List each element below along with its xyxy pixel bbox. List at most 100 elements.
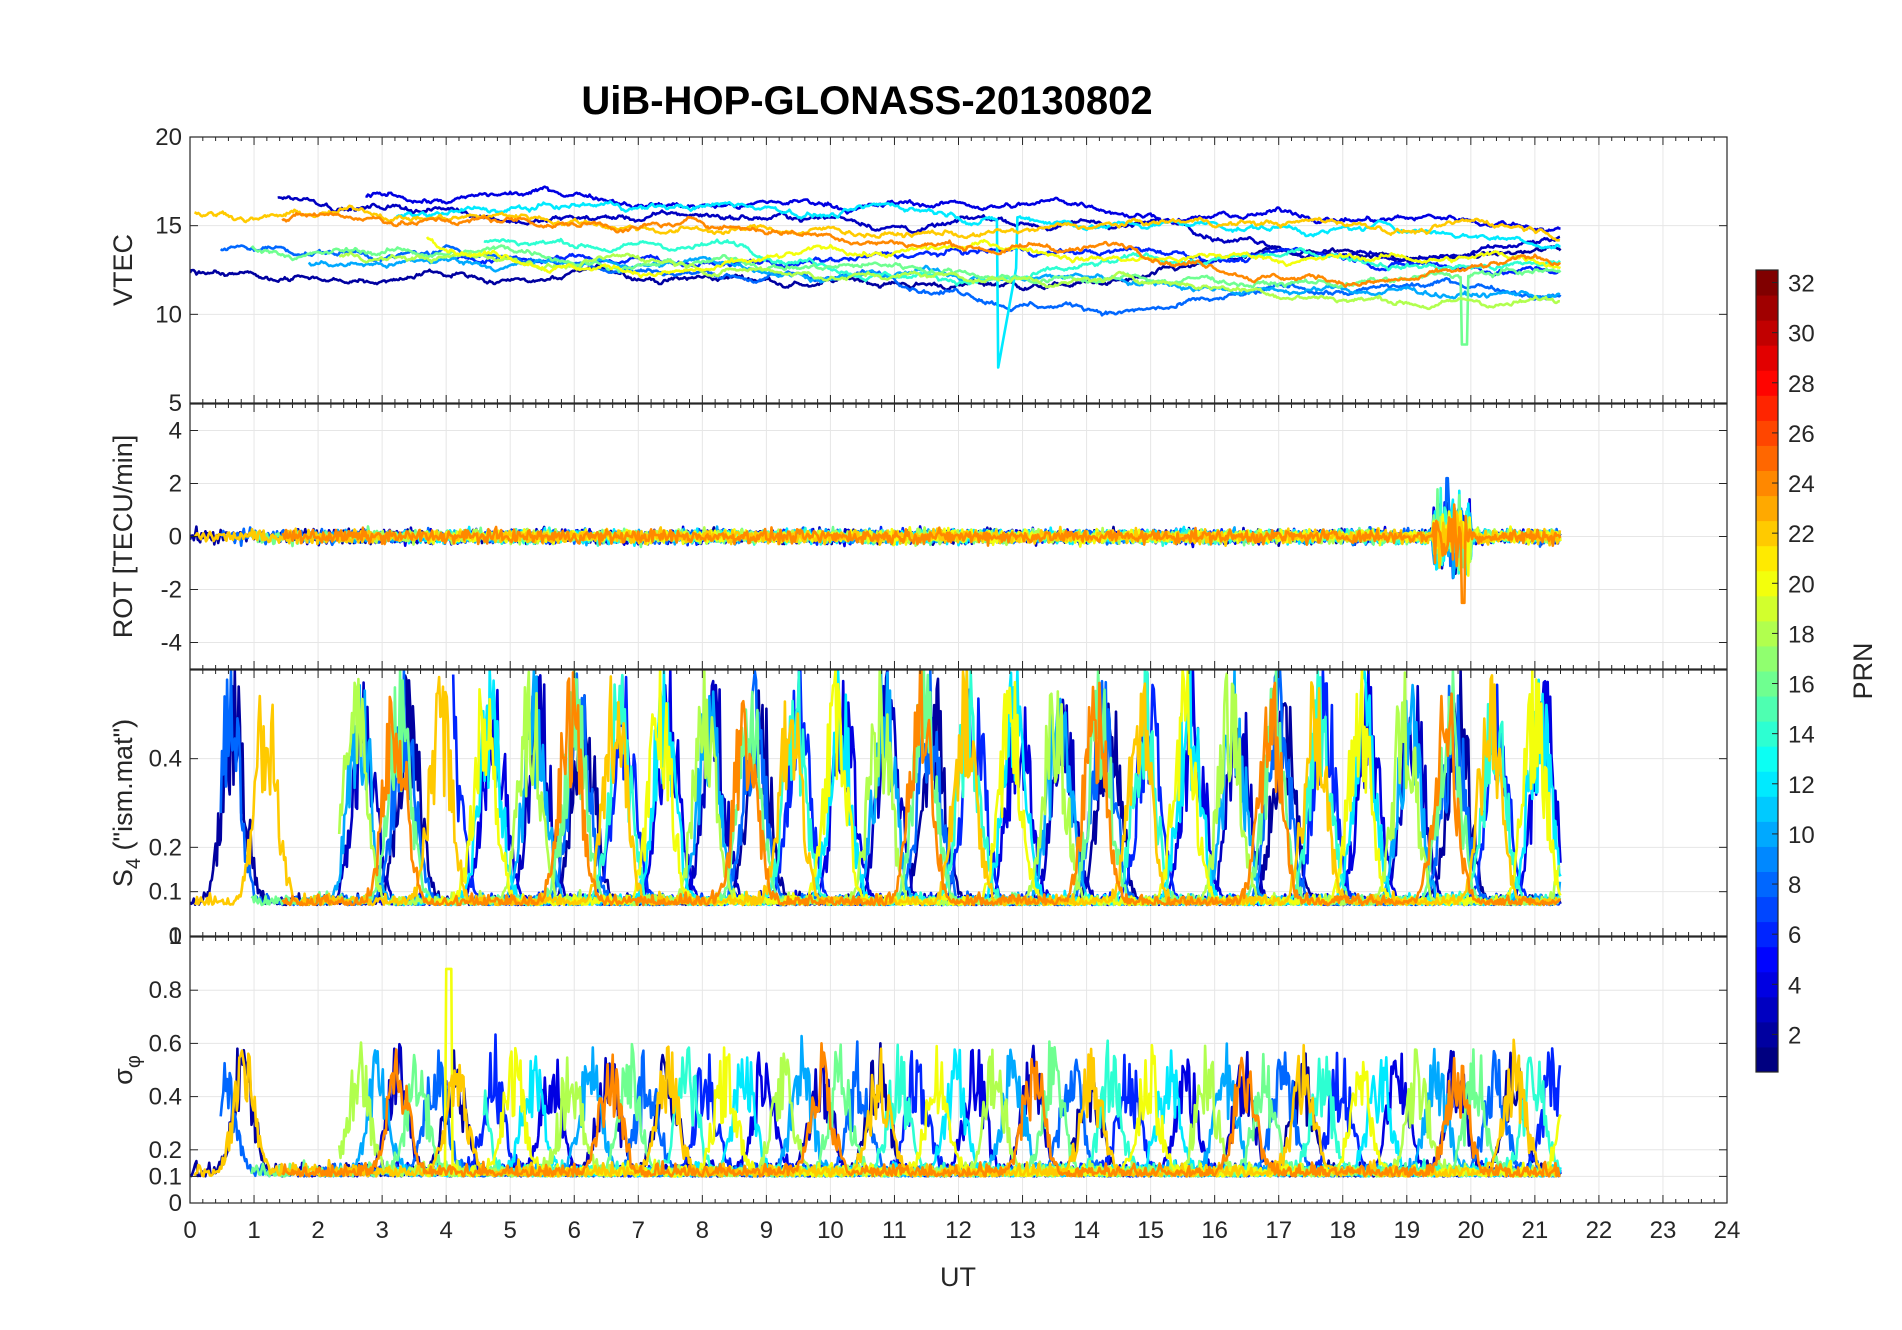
- x-tick-label: 16: [1201, 1217, 1228, 1244]
- colorbar-swatch: [1756, 771, 1778, 797]
- panel-vtec: 5 10 15 20 VTEC: [108, 124, 1728, 417]
- series-line-prn-2: [190, 245, 1562, 292]
- colorbar-tick-label: 26: [1788, 421, 1815, 448]
- panel-s4-traces: [190, 670, 1562, 907]
- panel-s4-ticks: [189, 670, 1728, 936]
- colorbar-swatch: [1756, 721, 1778, 747]
- panel-s4-ylabel: S4 ("ism.mat"): [108, 719, 145, 887]
- y-tick-label: -2: [161, 577, 182, 604]
- x-axis-label: UT: [940, 1262, 976, 1292]
- x-tick-label: 22: [1586, 1217, 1613, 1244]
- x-tick-label: 9: [760, 1217, 773, 1244]
- x-tick-label: 15: [1137, 1217, 1164, 1244]
- colorbar-swatch: [1756, 320, 1778, 346]
- x-tick-label: 19: [1393, 1217, 1420, 1244]
- colorbar-swatch: [1756, 946, 1778, 973]
- colorbar-swatch: [1756, 595, 1778, 622]
- x-tick-label: 14: [1073, 1217, 1100, 1244]
- y-tick-label: 0.6: [149, 1030, 182, 1057]
- colorbar-swatch: [1756, 520, 1778, 547]
- colorbar-swatch: [1756, 345, 1778, 371]
- x-tick-label: 7: [632, 1217, 645, 1244]
- panel-rot-ticks: [189, 404, 1728, 669]
- panel-vtec-y-ticks: 5 10 15 20: [155, 124, 1727, 417]
- x-tick-label: 12: [945, 1217, 972, 1244]
- panel-sigma: 00.10.2 0.4 0.6 0.8 σφ: [108, 936, 1728, 1217]
- y-tick-label: 15: [155, 213, 182, 240]
- series-line-prn-24: [281, 503, 1562, 605]
- colorbar-swatch: [1756, 370, 1778, 396]
- series-line-prn-22: [194, 204, 1561, 242]
- colorbar-label: PRN: [1848, 642, 1878, 699]
- x-tick-label: 5: [504, 1217, 517, 1244]
- series-line-prn-20: [425, 236, 1562, 279]
- colorbar-tick-label: 28: [1788, 371, 1815, 398]
- x-tick-label: 3: [375, 1217, 388, 1244]
- chart-title: UiB-HOP-GLONASS-20130802: [581, 79, 1152, 123]
- colorbar-swatch: [1756, 420, 1778, 446]
- colorbar-tick-label: 14: [1788, 722, 1815, 749]
- y-tick-label: 0.1: [149, 879, 182, 906]
- panel-s4: 0 0.1 0.2 0.4 1 S4 ("ism.mat"): [108, 669, 1728, 950]
- colorbar-swatch: [1756, 1046, 1778, 1073]
- x-tick-label: 13: [1009, 1217, 1036, 1244]
- colorbar-swatch: [1756, 821, 1778, 847]
- colorbar-tick-label: 4: [1788, 972, 1801, 999]
- colorbar-swatch: [1756, 746, 1778, 772]
- series-line-prn-24: [281, 670, 1561, 907]
- y-tick-label: 1: [169, 923, 182, 950]
- x-axis: 0 1 2 3 4 5 6 7 8 9 10 11 12 13 14 15 16 17 18 19 20 21 22 23 24: [183, 1217, 1740, 1244]
- x-tick-label: 20: [1457, 1217, 1484, 1244]
- x-tick-label: 1: [247, 1217, 260, 1244]
- panel-sigma-ylabel: σφ: [108, 1055, 145, 1085]
- colorbar-frame: [1755, 269, 1779, 1073]
- y-tick-label: 0.2: [149, 1137, 182, 1164]
- series-line-prn-16: [250, 244, 1562, 346]
- y-tick-label: 0: [169, 923, 182, 950]
- x-tick-label: 23: [1650, 1217, 1677, 1244]
- colorbar-swatch: [1756, 545, 1778, 572]
- panel-rot: -4 -2 0 2 4 ROT [TECU/min]: [108, 403, 1728, 670]
- y-tick-label: 20: [155, 124, 182, 151]
- panel-rot-traces: [190, 476, 1562, 605]
- colorbar-swatch: [1756, 696, 1778, 722]
- colorbar-tick-label: 10: [1788, 822, 1815, 849]
- colorbar-swatch: [1756, 495, 1778, 522]
- colorbar-swatch: [1756, 620, 1778, 647]
- series-line-prn-24: [281, 211, 1562, 289]
- y-tick-label: 0: [169, 1190, 182, 1217]
- x-tick-label: 4: [439, 1217, 452, 1244]
- colorbar-swatch: [1756, 470, 1778, 497]
- colorbar-tick-label: 18: [1788, 621, 1815, 648]
- colorbar-tick-label: 30: [1788, 321, 1815, 348]
- y-tick-label: 0.2: [149, 834, 182, 861]
- series-line-prn-24: [281, 1042, 1561, 1178]
- colorbar-swatch: [1756, 570, 1778, 597]
- x-tick-label: 18: [1329, 1217, 1356, 1244]
- y-tick-label: 0.8: [149, 977, 182, 1004]
- panel-vtec-traces: [190, 185, 1562, 369]
- colorbar-swatch: [1756, 971, 1778, 998]
- y-tick-label: -4: [161, 630, 182, 657]
- colorbar-swatch: [1756, 295, 1778, 321]
- y-tick-label: 0.4: [149, 1084, 182, 1111]
- colorbar-tick-label: 6: [1788, 922, 1801, 949]
- colorbar-swatch: [1756, 996, 1778, 1023]
- colorbar-swatch: [1756, 871, 1778, 898]
- colorbar-tick-label: 2: [1788, 1022, 1801, 1049]
- y-tick-label: 5: [169, 390, 182, 417]
- colorbar-swatch: [1756, 671, 1778, 697]
- panel-sigma-y-ticks: 00.10.2 0.4 0.6 0.8: [149, 977, 1727, 1217]
- colorbar-swatch: [1756, 921, 1778, 948]
- panel-rot-ylabel: ROT [TECU/min]: [108, 435, 138, 639]
- x-tick-label: 8: [696, 1217, 709, 1244]
- y-tick-label: 0.4: [149, 746, 182, 773]
- y-tick-label: 10: [155, 301, 182, 328]
- x-tick-label: 11: [882, 1217, 907, 1244]
- x-tick-label: 21: [1522, 1217, 1549, 1244]
- x-tick-label: 17: [1265, 1217, 1292, 1244]
- series-line-prn-4: [365, 185, 1561, 233]
